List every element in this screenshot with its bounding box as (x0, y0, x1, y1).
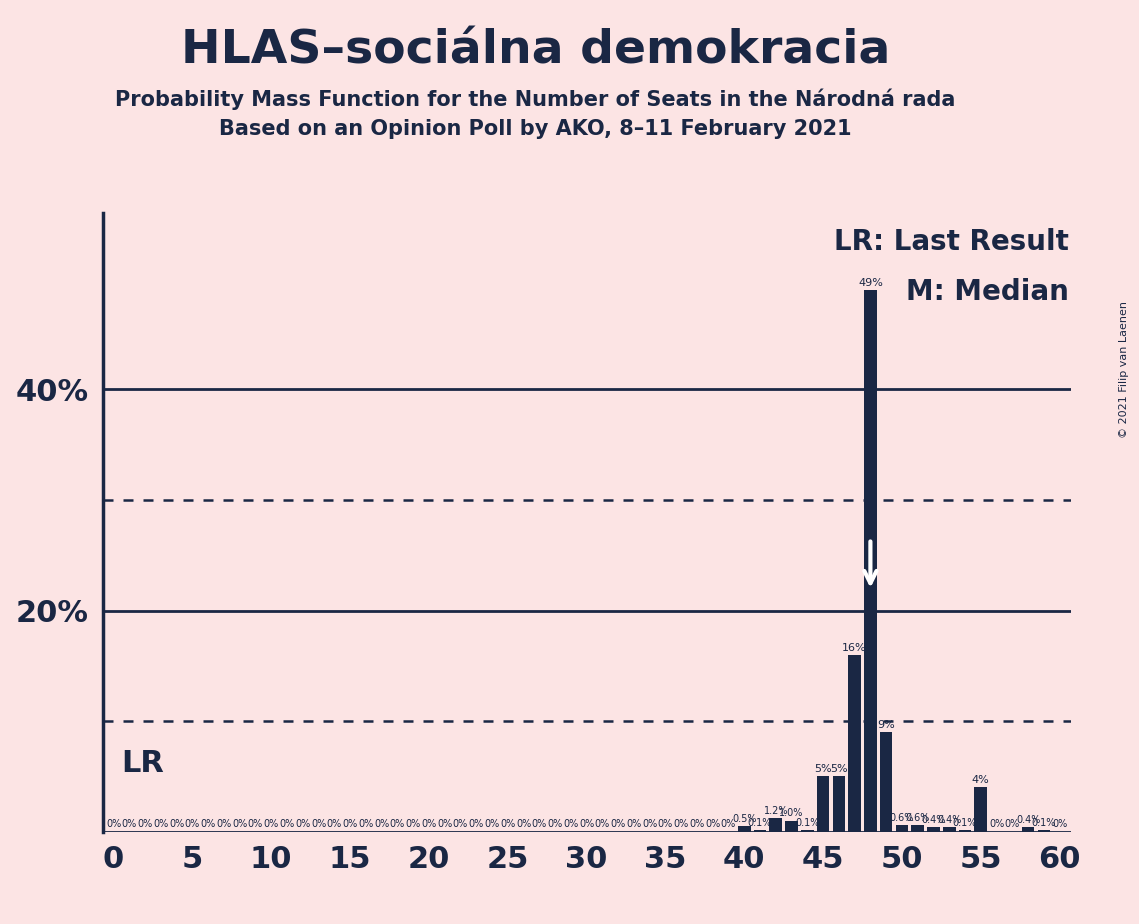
Text: Based on an Opinion Poll by AKO, 8–11 February 2021: Based on an Opinion Poll by AKO, 8–11 Fe… (219, 119, 852, 140)
Text: 0%: 0% (405, 820, 420, 830)
Bar (975, 787, 988, 832)
Text: 1.2%: 1.2% (763, 806, 788, 816)
Text: 0%: 0% (437, 820, 452, 830)
Bar (959, 831, 972, 832)
Text: 0%: 0% (263, 820, 279, 830)
Text: 0%: 0% (232, 820, 247, 830)
Text: 0.1%: 0.1% (1032, 819, 1056, 828)
Text: HLAS–sociálna demokracia: HLAS–sociálna demokracia (181, 29, 890, 73)
Text: 0%: 0% (374, 820, 390, 830)
Text: 0%: 0% (548, 820, 563, 830)
Text: 5%: 5% (814, 764, 831, 774)
Text: 0%: 0% (626, 820, 641, 830)
Text: 0%: 0% (248, 820, 263, 830)
Text: 0.4%: 0.4% (1016, 815, 1040, 825)
Text: Probability Mass Function for the Number of Seats in the Národná rada: Probability Mass Function for the Number… (115, 88, 956, 110)
Text: 0%: 0% (169, 820, 185, 830)
Text: 9%: 9% (877, 720, 895, 730)
Bar (879, 732, 893, 832)
Bar (1038, 831, 1050, 832)
Text: 0%: 0% (327, 820, 342, 830)
Bar (801, 831, 813, 832)
Text: 0%: 0% (200, 820, 215, 830)
Text: LR: Last Result: LR: Last Result (834, 228, 1068, 256)
Text: 0%: 0% (1005, 820, 1019, 830)
Text: 0%: 0% (721, 820, 736, 830)
Text: 49%: 49% (858, 278, 883, 287)
Text: 0%: 0% (484, 820, 500, 830)
Bar (1022, 827, 1034, 832)
Text: 0%: 0% (673, 820, 689, 830)
Text: 0.4%: 0.4% (937, 815, 961, 825)
Bar (911, 825, 924, 832)
Text: 0%: 0% (516, 820, 531, 830)
Bar (895, 825, 908, 832)
Bar (738, 826, 751, 832)
Text: 0%: 0% (390, 820, 405, 830)
Text: 0%: 0% (138, 820, 153, 830)
Text: 1.0%: 1.0% (779, 808, 804, 819)
Text: 0%: 0% (421, 820, 436, 830)
Bar (943, 827, 956, 832)
Text: 0%: 0% (579, 820, 595, 830)
Text: 0%: 0% (532, 820, 547, 830)
Text: 0%: 0% (343, 820, 358, 830)
Text: 0%: 0% (1052, 820, 1067, 830)
Text: 0%: 0% (279, 820, 295, 830)
Text: 0%: 0% (453, 820, 468, 830)
Text: 0.6%: 0.6% (906, 813, 929, 822)
Bar (833, 776, 845, 832)
Text: 0%: 0% (185, 820, 200, 830)
Text: 0%: 0% (122, 820, 137, 830)
Text: 0%: 0% (689, 820, 705, 830)
Text: 0%: 0% (611, 820, 625, 830)
Bar (817, 776, 829, 832)
Bar (865, 290, 877, 832)
Text: 0%: 0% (500, 820, 515, 830)
Bar (849, 655, 861, 832)
Text: M: Median: M: Median (906, 277, 1068, 306)
Text: 0%: 0% (642, 820, 657, 830)
Text: 0%: 0% (295, 820, 311, 830)
Text: 0%: 0% (989, 820, 1005, 830)
Text: 0.1%: 0.1% (953, 819, 977, 828)
Text: 0.1%: 0.1% (795, 819, 820, 828)
Text: 4%: 4% (972, 775, 990, 785)
Text: 0%: 0% (106, 820, 121, 830)
Bar (754, 831, 767, 832)
Text: 5%: 5% (830, 764, 847, 774)
Text: 0%: 0% (216, 820, 231, 830)
Text: 16%: 16% (843, 642, 867, 652)
Text: © 2021 Filip van Laenen: © 2021 Filip van Laenen (1120, 301, 1129, 438)
Text: 0%: 0% (468, 820, 484, 830)
Bar (927, 827, 940, 832)
Text: 0%: 0% (154, 820, 169, 830)
Text: 0%: 0% (358, 820, 374, 830)
Text: 0.4%: 0.4% (921, 815, 945, 825)
Text: LR: LR (122, 748, 164, 778)
Bar (770, 819, 782, 832)
Bar (785, 821, 798, 832)
Text: 0%: 0% (705, 820, 720, 830)
Text: 0.5%: 0.5% (732, 814, 756, 824)
Text: 0%: 0% (595, 820, 611, 830)
Text: 0.6%: 0.6% (890, 813, 915, 822)
Text: 0%: 0% (658, 820, 673, 830)
Text: 0%: 0% (311, 820, 326, 830)
Text: 0.1%: 0.1% (748, 819, 772, 828)
Text: 0%: 0% (563, 820, 579, 830)
